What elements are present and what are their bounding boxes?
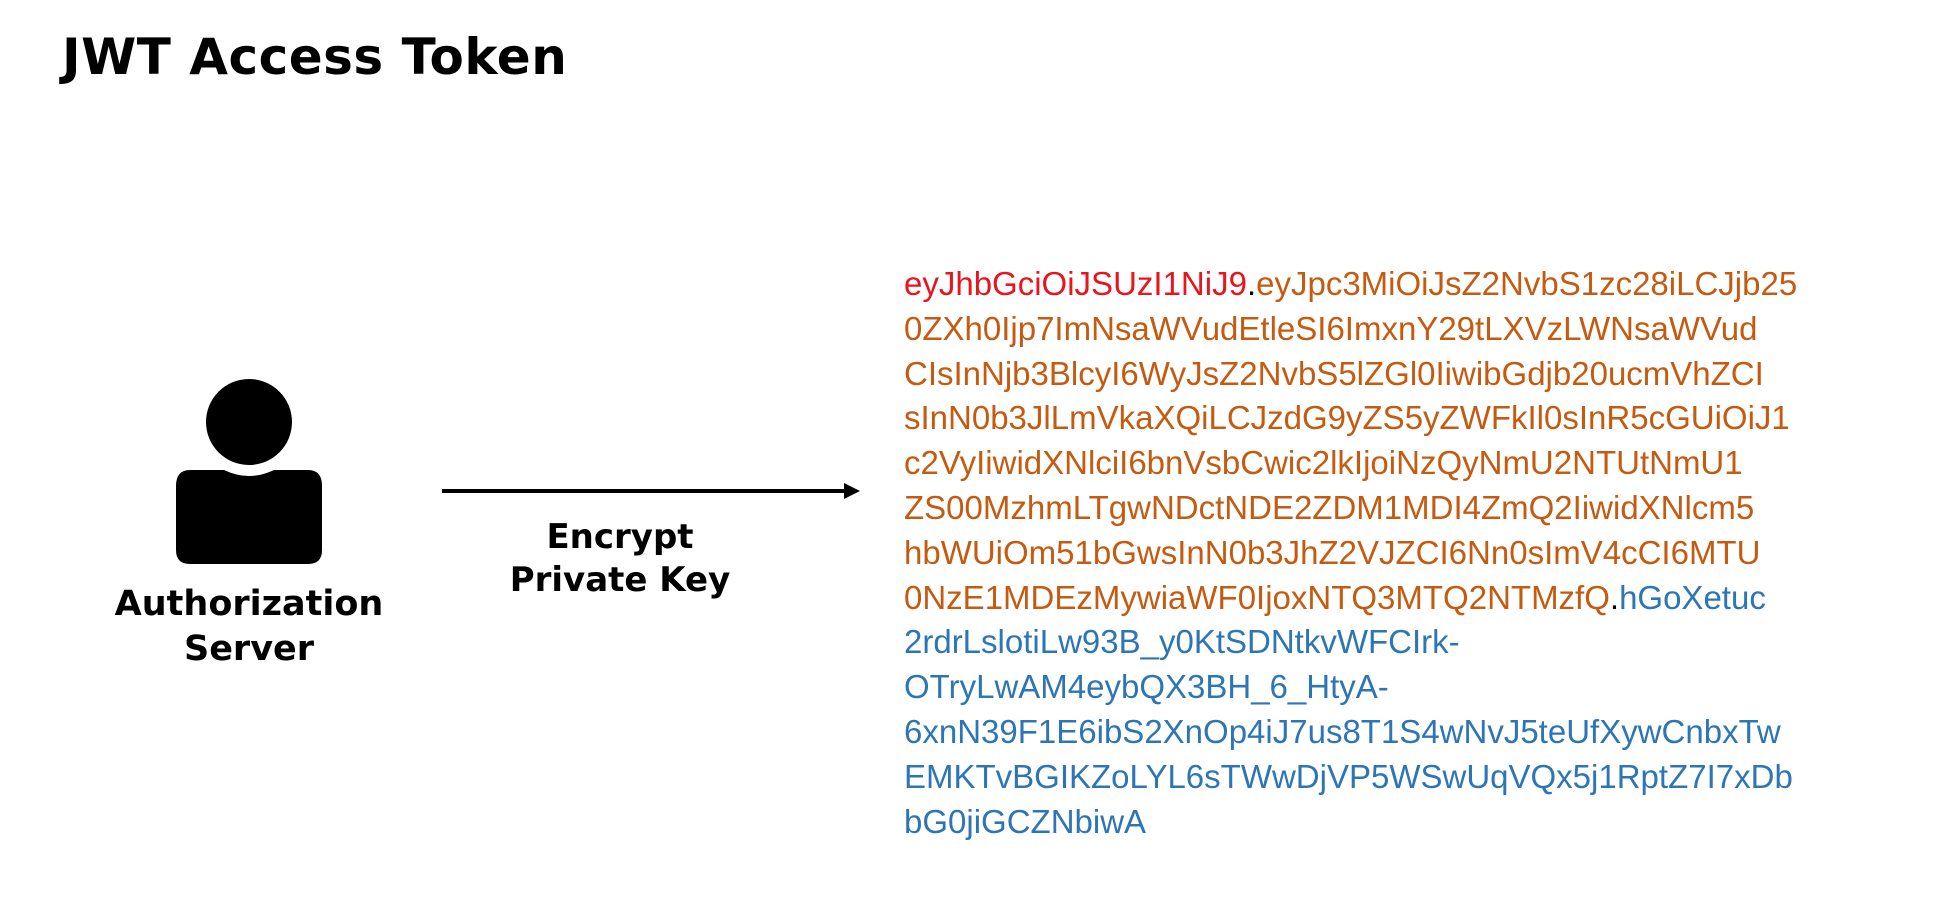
token-signature-segment: 6xnN39F1E6ibS2XnOp4iJ7us8T1S4wNvJ5teUfXy… (904, 712, 1781, 750)
token-line: 0ZXh0Ijp7ImNsaWVudEtleSI6ImxnY29tLXVzLWN… (904, 307, 1864, 352)
token-line: sInN0b3JlLmVkaXQiLCJzdG9yZS5yZWFkIl0sInR… (904, 396, 1864, 441)
token-line: eyJhbGciOiJSUzI1NiJ9.eyJpc3MiOiJsZ2NvbS1… (904, 262, 1864, 307)
jwt-token-text: eyJhbGciOiJSUzI1NiJ9.eyJpc3MiOiJsZ2NvbS1… (904, 262, 1864, 844)
page-title: JWT Access Token (62, 28, 568, 86)
token-signature-segment: EMKTvBGIKZoLYL6sTWwDjVP5WSwUqVQx5j1RptZ7… (904, 757, 1793, 795)
token-payload-segment: sInN0b3JlLmVkaXQiLCJzdG9yZS5yZWFkIl0sInR… (904, 399, 1790, 437)
token-line: c2VyIiwidXNlciI6bnVsbCwic2lkIjoiNzQyNmU2… (904, 441, 1864, 486)
token-line: EMKTvBGIKZoLYL6sTWwDjVP5WSwUqVQx5j1RptZ7… (904, 755, 1864, 800)
encrypt-label-line1: Encrypt (546, 517, 694, 557)
token-signature-segment: OTryLwAM4eybQX3BH_6_HtyA- (904, 668, 1389, 706)
server-label-line1: Authorization (114, 584, 384, 624)
token-payload-segment: 0ZXh0Ijp7ImNsaWVudEtleSI6ImxnY29tLXVzLWN… (904, 309, 1758, 347)
token-payload-segment: CIsInNjb3BlcyI6WyJsZ2NvbS5lZGl0IiwibGdjb… (904, 354, 1764, 392)
token-line: 6xnN39F1E6ibS2XnOp4iJ7us8T1S4wNvJ5teUfXy… (904, 710, 1864, 755)
token-line: ZS00MzhmLTgwNDctNDE2ZDM1MDI4ZmQ2IiwidXNl… (904, 486, 1864, 531)
token-line: OTryLwAM4eybQX3BH_6_HtyA- (904, 665, 1864, 710)
token-signature-segment: bG0jiGCZNbiwA (904, 802, 1147, 840)
server-label-line2: Server (183, 629, 315, 669)
user-icon (176, 379, 322, 564)
encrypt-label: Encrypt Private Key (490, 516, 750, 602)
token-dot-segment: . (1609, 578, 1620, 616)
token-payload-segment: ZS00MzhmLTgwNDctNDE2ZDM1MDI4ZmQ2IiwidXNl… (904, 488, 1755, 526)
token-signature-segment: hGoXetuc (1619, 578, 1766, 616)
token-line: 0NzE1MDEzMywiaWF0IjoxNTQ3MTQ2NTMzfQ.hGoX… (904, 576, 1864, 621)
encrypt-label-line2: Private Key (509, 560, 731, 600)
token-signature-segment: 2rdrLslotiLw93B_y0KtSDNtkvWFCIrk- (904, 623, 1460, 661)
token-line: bG0jiGCZNbiwA (904, 800, 1864, 845)
token-payload-segment: c2VyIiwidXNlciI6bnVsbCwic2lkIjoiNzQyNmU2… (904, 444, 1743, 482)
token-payload-segment: hbWUiOm51bGwsInN0b3JhZ2VJZCI6Nn0sImV4cCI… (904, 533, 1761, 571)
token-line: hbWUiOm51bGwsInN0b3JhZ2VJZCI6Nn0sImV4cCI… (904, 531, 1864, 576)
authorization-server-label: Authorization Server (96, 582, 402, 672)
token-header-segment: eyJhbGciOiJSUzI1NiJ9 (904, 265, 1247, 302)
arrow-right-icon (442, 483, 860, 499)
token-payload-segment: 0NzE1MDEzMywiaWF0IjoxNTQ3MTQ2NTMzfQ (904, 578, 1610, 616)
token-dot-segment: . (1246, 265, 1257, 302)
token-payload-segment: eyJpc3MiOiJsZ2NvbS1zc28iLCJjb25 (1256, 265, 1798, 302)
token-line: CIsInNjb3BlcyI6WyJsZ2NvbS5lZGl0IiwibGdjb… (904, 352, 1864, 397)
token-line: 2rdrLslotiLw93B_y0KtSDNtkvWFCIrk- (904, 620, 1864, 665)
